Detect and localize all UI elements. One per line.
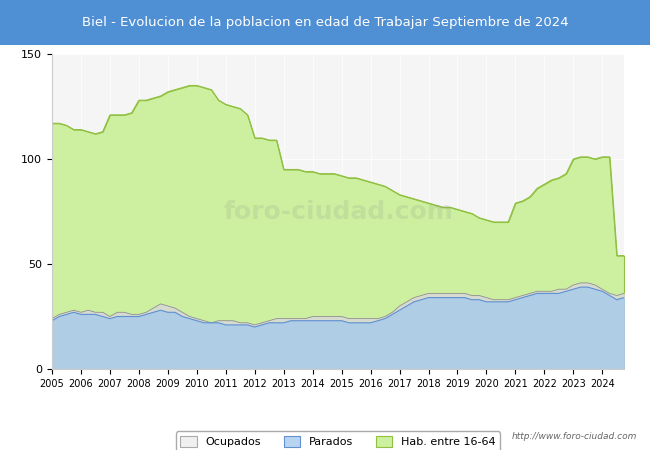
Text: http://www.foro-ciudad.com: http://www.foro-ciudad.com: [512, 432, 637, 441]
Text: Biel - Evolucion de la poblacion en edad de Trabajar Septiembre de 2024: Biel - Evolucion de la poblacion en edad…: [82, 16, 568, 29]
Legend: Ocupados, Parados, Hab. entre 16-64: Ocupados, Parados, Hab. entre 16-64: [176, 431, 500, 450]
Text: foro-ciudad.com: foro-ciudad.com: [223, 199, 453, 224]
